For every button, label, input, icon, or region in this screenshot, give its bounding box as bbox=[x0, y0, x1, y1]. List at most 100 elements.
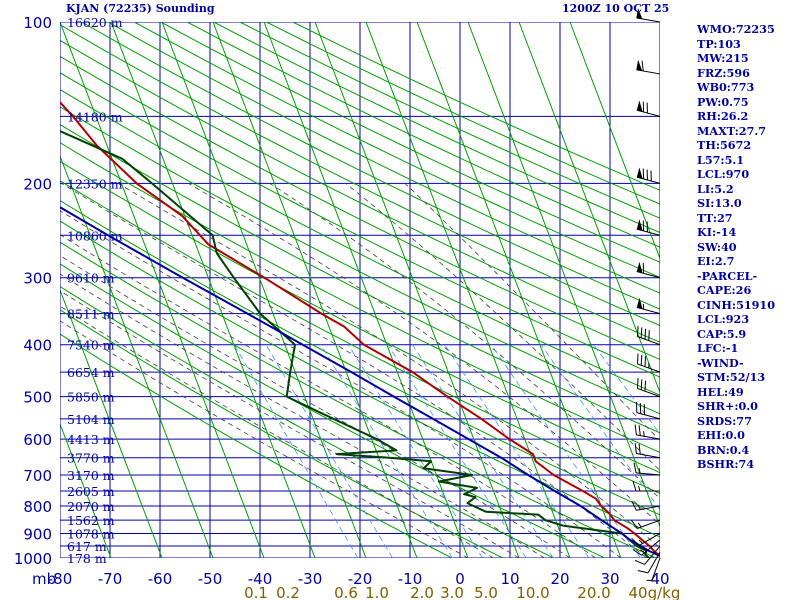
isotherm-line bbox=[212, 22, 418, 558]
wind-barb-flag bbox=[634, 443, 637, 454]
wind-barb bbox=[636, 402, 661, 420]
wind-barb-pennant bbox=[636, 167, 643, 179]
wind-barb-flag bbox=[631, 500, 637, 511]
temperature-tick-label: -10 bbox=[398, 570, 423, 588]
index-line: PW:0.75 bbox=[697, 94, 749, 109]
dry-adiabat-line bbox=[160, 22, 660, 263]
wind-barb-flag bbox=[644, 356, 647, 367]
index-line: CINH:51910 bbox=[697, 297, 775, 312]
wind-barb-pennant bbox=[636, 261, 643, 274]
temperature-tick-label: -30 bbox=[298, 570, 323, 588]
index-line: STM:52/13 bbox=[697, 370, 766, 384]
dry-adiabat-line bbox=[60, 39, 660, 343]
dry-adiabat-line bbox=[60, 241, 657, 558]
dry-adiabat-line bbox=[60, 106, 660, 415]
pressure-unit-label: mb bbox=[32, 570, 56, 588]
dry-adiabat-line bbox=[60, 160, 660, 474]
mixing-ratio-line bbox=[387, 344, 527, 558]
wind-barb-flag bbox=[630, 519, 638, 529]
wind-barb bbox=[636, 7, 661, 23]
index-line: -PARCEL- bbox=[697, 268, 758, 283]
wind-barb-flag bbox=[640, 327, 643, 338]
temperature-tick-label: -60 bbox=[148, 570, 173, 588]
dry-adiabat-line bbox=[60, 24, 660, 327]
chart-title: KJAN (72235) Sounding bbox=[66, 2, 215, 15]
temperature-tick-label: -80 bbox=[48, 570, 73, 588]
isotherm-line bbox=[60, 154, 214, 558]
index-line: WB0:773 bbox=[697, 80, 755, 94]
height-label: 12350 m bbox=[67, 176, 123, 191]
moist-adiabat-line bbox=[60, 210, 622, 558]
pressure-tick-label: 800 bbox=[23, 498, 52, 516]
dry-adiabat-line bbox=[60, 89, 660, 396]
isotherm-line bbox=[467, 22, 660, 528]
isotherm-line bbox=[60, 288, 163, 558]
moist-adiabat-line bbox=[345, 183, 660, 472]
index-line: SW:40 bbox=[697, 239, 737, 254]
height-label: 6654 m bbox=[67, 365, 115, 380]
height-label: 14180 m bbox=[67, 109, 123, 124]
wind-barb bbox=[632, 480, 660, 492]
wind-barb-staff bbox=[636, 412, 661, 420]
wind-barb bbox=[634, 424, 661, 440]
moist-adiabat-line bbox=[60, 255, 571, 558]
mixing-ratio-label: 0.1 bbox=[244, 584, 268, 600]
wind-barb-pennant bbox=[636, 59, 643, 71]
wind-barb-staff bbox=[644, 545, 661, 565]
isotherm-line bbox=[365, 22, 571, 558]
wind-barb-flag bbox=[634, 424, 637, 435]
wind-barb-flag bbox=[636, 353, 639, 364]
index-line: L57:5.1 bbox=[697, 152, 745, 167]
dry-adiabat-line bbox=[60, 285, 555, 558]
mixing-ratio-label: 1.0 bbox=[365, 584, 389, 600]
mixing-ratio-line bbox=[593, 344, 660, 435]
wind-barb-half-flag bbox=[637, 504, 641, 510]
height-label: 16620 m bbox=[67, 15, 123, 30]
index-line: EI:2.7 bbox=[697, 254, 735, 268]
isotherm-line bbox=[263, 22, 469, 558]
wind-barb bbox=[636, 377, 661, 398]
height-label: 178 m bbox=[67, 551, 107, 566]
index-line: KI:-14 bbox=[697, 225, 737, 239]
moist-adiabat-line bbox=[269, 183, 660, 500]
mixing-ratio-line bbox=[233, 344, 359, 558]
mixing-ratio-label: g/kg bbox=[648, 584, 681, 600]
pressure-tick-label: 500 bbox=[23, 389, 52, 407]
index-line: EHI:0.0 bbox=[697, 428, 745, 442]
wind-barb bbox=[634, 443, 661, 459]
index-line: MAXT:27.7 bbox=[697, 123, 767, 138]
wind-barb bbox=[636, 167, 661, 184]
wind-barb-flag bbox=[632, 549, 642, 556]
isotherm-line bbox=[569, 22, 660, 260]
dry-adiabat-line bbox=[186, 22, 660, 248]
wind-barb-half-flag bbox=[638, 468, 641, 474]
index-line: FRZ:596 bbox=[697, 65, 750, 80]
dry-adiabat-line bbox=[60, 72, 660, 378]
height-label: 3770 m bbox=[67, 451, 115, 466]
wind-barb-flag bbox=[638, 425, 641, 436]
wind-barb-staff bbox=[636, 17, 661, 23]
wind-barb-flag bbox=[644, 380, 647, 392]
temperature-tick-label: 30 bbox=[600, 570, 619, 588]
dry-adiabat-line bbox=[107, 22, 660, 294]
height-label: 9610 m bbox=[67, 271, 115, 286]
wind-barb bbox=[631, 500, 661, 511]
index-line: RH:26.2 bbox=[697, 109, 749, 123]
index-line: CAPE:26 bbox=[697, 283, 752, 297]
index-line: BSHR:74 bbox=[697, 457, 755, 471]
moist-adiabat-line bbox=[61, 183, 647, 558]
dry-adiabat-line bbox=[60, 180, 660, 495]
moist-adiabat-line bbox=[60, 290, 520, 558]
wind-barb-flag bbox=[633, 462, 637, 473]
wind-barb bbox=[636, 353, 661, 373]
mixing-ratio-label: 5.0 bbox=[474, 584, 498, 600]
index-line: LFC:-1 bbox=[697, 341, 739, 355]
wind-barb-staff bbox=[636, 176, 661, 184]
wind-barb bbox=[636, 261, 661, 279]
wind-barb bbox=[632, 539, 661, 556]
indices-panel: WMO:72235 TP:103 MW:215 FRZ:596 WB0:773 PW:0.… bbox=[697, 22, 800, 472]
dry-adiabat-line bbox=[60, 309, 504, 558]
wind-barb-pennant bbox=[636, 100, 643, 112]
wind-barb bbox=[630, 519, 661, 529]
wind-barb-flag bbox=[640, 379, 643, 390]
